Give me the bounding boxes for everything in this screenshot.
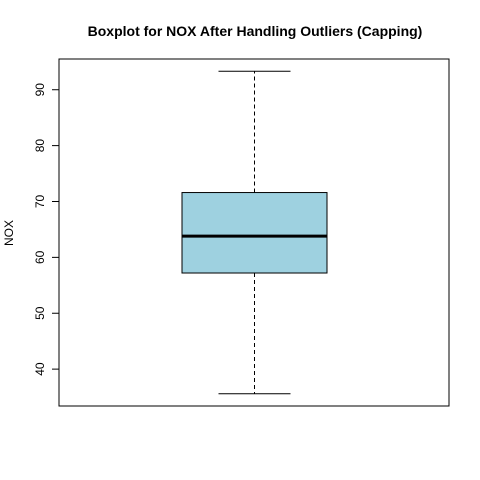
y-axis: 40 50 60 70 80 90 — [33, 83, 60, 376]
y-tick-label: 80 — [33, 139, 47, 153]
y-axis-label: NOX — [2, 220, 16, 246]
box-group — [181, 70, 328, 395]
chart-title: Boxplot for NOX After Handling Outliers … — [88, 23, 423, 39]
y-tick-label: 50 — [33, 306, 47, 320]
y-tick-label: 70 — [33, 194, 47, 208]
interquartile-box — [181, 192, 328, 274]
y-tick-label: 90 — [33, 83, 47, 97]
y-tick-label: 40 — [33, 362, 47, 376]
y-tick-label: 60 — [33, 250, 47, 264]
